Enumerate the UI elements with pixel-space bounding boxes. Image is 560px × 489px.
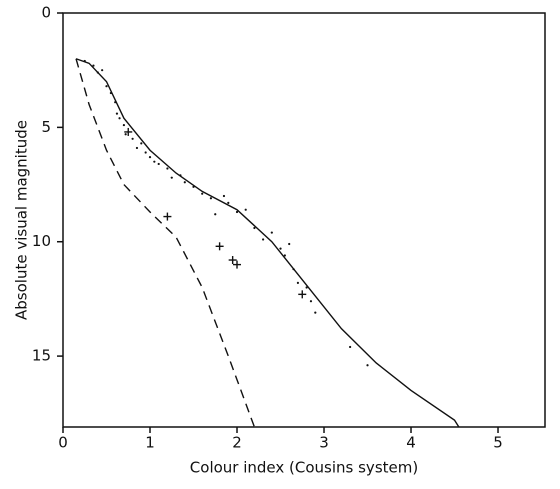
cross-point [124,127,133,136]
star-point [201,192,204,195]
star-point [222,194,226,198]
cross-point [163,212,172,221]
star-point [244,208,247,211]
x-tick-label: 0 [58,434,68,452]
star-point [144,151,147,154]
star-point [83,59,86,63]
star-point [115,112,119,115]
star-point [166,167,169,170]
star-point [105,85,108,88]
x-tick-label: 1 [145,434,155,452]
y-tick-label: 5 [41,118,51,136]
x-tick-label: 2 [232,434,242,452]
x-tick-label: 5 [493,434,503,452]
star-point [131,137,134,140]
star-point [253,226,256,230]
star-point [235,210,239,214]
star-point [122,123,126,127]
plot-frame [62,12,546,428]
star-point [292,268,295,271]
y-tick-label: 0 [41,4,51,22]
star-point [101,69,104,72]
y-axis-label: Absolute visual magnitude [13,120,31,320]
star-point [366,364,369,367]
x-tick-label: 3 [319,434,329,452]
star-point [96,71,99,74]
curve [75,58,460,428]
star-point [157,162,160,166]
cross-point [215,242,224,251]
star-point [140,142,143,145]
star-point [296,281,300,285]
star-point [214,213,217,216]
star-point [270,231,273,234]
star-point [124,133,127,136]
star-point [153,160,156,163]
star-point [148,155,152,159]
cross-point [228,256,237,265]
y-tick-label: 10 [32,232,51,250]
star-point [227,201,230,204]
star-point [305,286,308,289]
star-point [314,311,317,314]
star-point [92,64,95,67]
star-point [279,247,282,250]
star-point [349,345,352,349]
x-axis-label: Colour index (Cousins system) [190,459,418,477]
star-point [179,174,182,177]
curve [75,58,256,428]
star-point [114,101,117,104]
star-point [209,197,213,200]
star-point [118,117,121,120]
star-point [288,242,291,246]
star-point [262,238,265,241]
star-point [170,176,173,179]
cross-point [298,290,307,299]
y-tick-label: 15 [32,347,51,365]
star-point [309,300,313,303]
star-point [109,91,112,95]
star-point [283,254,286,257]
star-point [183,181,186,184]
x-tick-label: 4 [406,434,416,452]
star-point [135,146,139,150]
star-point [192,185,195,188]
cross-point [233,260,242,269]
